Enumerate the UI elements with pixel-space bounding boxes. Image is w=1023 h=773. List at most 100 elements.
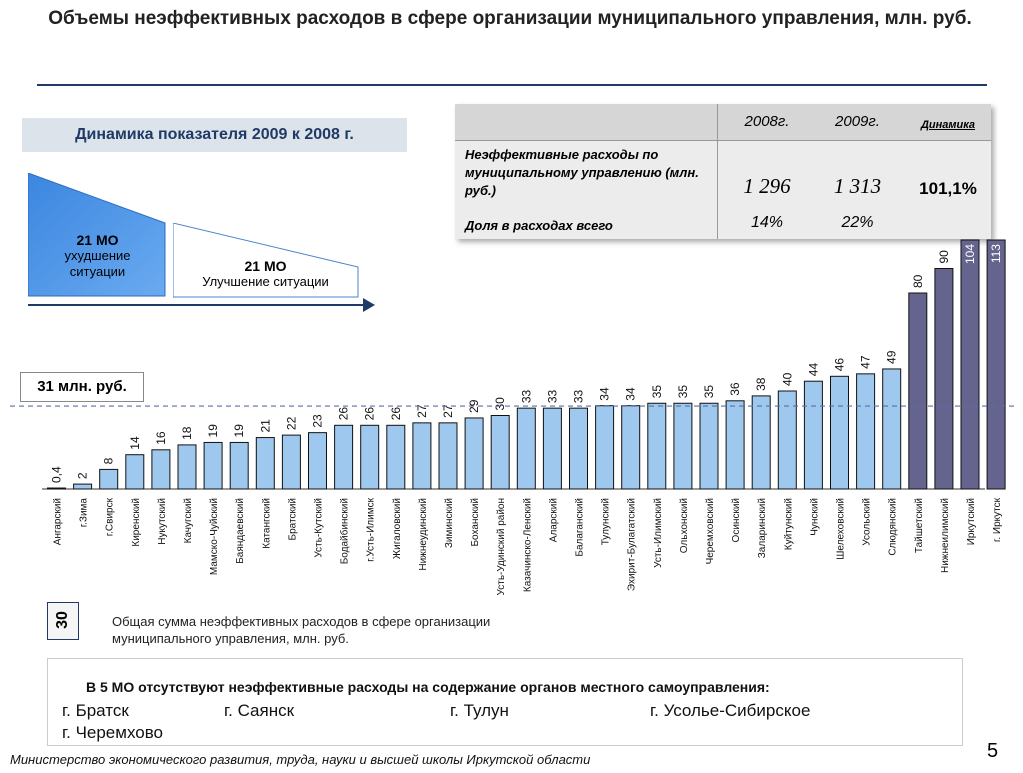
bar [542,407,562,490]
data-label: 27 [441,404,455,418]
data-label: 35 [676,385,690,399]
category-label: Осинский [731,498,742,542]
data-label: 104 [963,244,977,264]
category-label: Нижнеудинский [418,498,429,571]
legend-text: Общая сумма неэффективных расходов в сфе… [112,614,491,646]
better-triangle [173,223,359,298]
category-label: Усть-Удинский район [496,498,507,595]
category-label: Слюдянский [888,498,899,556]
bar [595,405,615,490]
data-label: 23 [311,414,325,428]
data-label: 26 [363,407,377,421]
category-label: Жигаловский [392,498,403,559]
data-label: 27 [415,404,429,418]
category-label: Заларинский [757,498,768,558]
data-label: 35 [702,385,716,399]
category-label: Катангский [261,498,272,549]
bar [334,424,354,490]
bar [203,441,223,490]
data-label: 26 [337,407,351,421]
data-label: 33 [545,389,559,403]
bar [177,444,197,490]
city-item: г. Саянск [224,701,295,720]
data-label: 46 [833,358,847,372]
data-label: 44 [806,363,820,377]
row1-2008: 1 296 [743,174,791,198]
bar [73,483,93,490]
category-label: Аларский [548,498,559,542]
data-label: 34 [598,387,612,401]
dynamics-title: Динамика показателя 2009 к 2008 г. [22,118,407,152]
data-label: 18 [180,426,194,440]
data-label: 2 [76,472,90,479]
bar [647,402,667,490]
category-label: Баяндаевский [235,498,246,564]
row2-label: Доля в расходах всего [465,218,613,233]
row1-2009: 1 313 [833,174,882,198]
bar [777,390,797,490]
category-label: Казачинско-Ленский [522,498,533,592]
bar [125,454,145,490]
bar [803,380,823,490]
row2-2008: 14% [750,214,784,231]
category-label: Черемховский [705,498,716,564]
average-label: 31 млн. руб. [20,372,144,402]
data-label: 38 [754,377,768,391]
bar [47,487,66,490]
category-label: г.Усть-Илимск [366,497,377,561]
bar [464,417,484,490]
data-label: 19 [206,424,220,438]
row2-2009: 22% [841,214,874,231]
row1-dynamics: 101,1% [919,179,977,198]
col-dynamics: Динамика [920,119,976,131]
data-label: 34 [624,387,638,401]
category-label: Боханский [470,498,481,547]
category-label: Шелеховский [836,498,847,560]
footer: Министерство экономического развития, тр… [10,752,591,767]
bar [856,373,876,490]
summary-table: 2008г. 2009г. Динамика Неэффективные рас… [455,104,991,239]
city-item: г. Братск [62,701,129,720]
category-label: г.Свирск [105,497,116,536]
category-label: Тулунский [601,498,612,545]
data-label: 49 [885,350,899,364]
data-label: 35 [650,385,664,399]
better-count: 21 МО [244,258,287,274]
data-label: 90 [937,250,951,264]
data-label: 19 [232,424,246,438]
bar [386,424,406,490]
data-label: 16 [154,431,168,445]
bar [255,437,275,490]
category-label: Киренский [131,498,142,547]
bar [281,434,301,490]
data-label: 40 [780,372,794,386]
bar [934,268,954,490]
bar [516,407,536,490]
worse-label: ухудшение ситуации [64,248,131,279]
category-label: Усольский [862,498,873,546]
legend-sample: 30 [47,602,79,640]
data-label: 30 [493,397,507,411]
category-label: Эхирит-Булагатский [627,498,638,591]
bar [673,402,693,490]
data-label: 26 [389,407,403,421]
better-block: 21 МО Улучшение ситуации [173,258,358,290]
category-label: Братский [287,498,298,540]
category-label: Ольхонский [679,498,690,553]
data-label: 33 [519,389,533,403]
bar [569,407,588,490]
category-label: Нукутский [157,498,168,545]
bar [151,449,171,490]
category-label: Мамско-Чуйский [209,498,220,575]
data-label: 21 [258,419,272,433]
col-2008: 2008г. [744,113,790,130]
bar [308,432,327,490]
category-label: г.Зима [79,498,90,528]
bar [986,239,1006,490]
data-label: 47 [859,355,873,369]
data-label: 29 [467,399,481,413]
table-divider [717,104,718,239]
category-label: Бодайбинский [339,498,351,564]
data-label: 113 [989,244,1003,263]
note-box: В 5 МО отсутствуют неэффективные расходы… [47,658,963,746]
